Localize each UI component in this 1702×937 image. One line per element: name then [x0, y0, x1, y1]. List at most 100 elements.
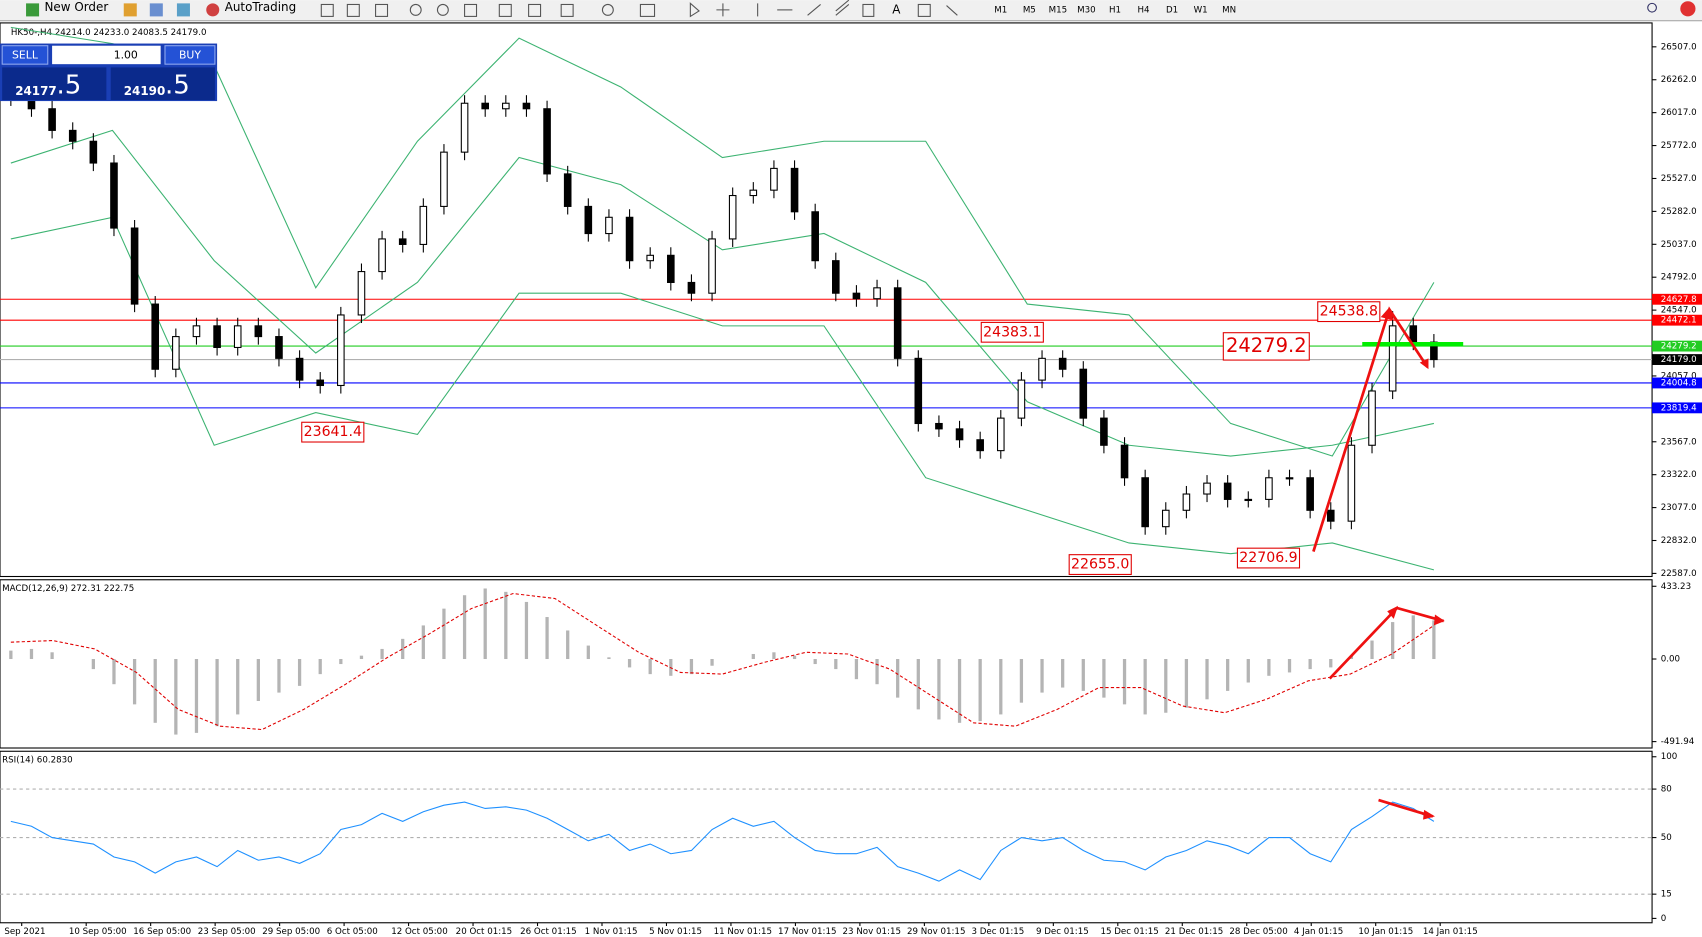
timeframe-button[interactable]: M5 — [1023, 5, 1036, 15]
tool-icon[interactable] — [560, 3, 574, 17]
toolbar-icon[interactable] — [149, 3, 163, 17]
candle-body — [749, 189, 758, 197]
ask-box[interactable] — [110, 67, 215, 100]
y-tick-label: 0 — [1661, 914, 1667, 924]
candle-body — [935, 422, 943, 430]
auto-trading-button[interactable]: AutoTrading — [206, 0, 296, 17]
x-tick-label: 11 Nov 01:15 — [714, 927, 772, 937]
candle-body — [522, 102, 531, 110]
y-tick-label: 26262.0 — [1661, 75, 1697, 85]
crosshair-icon[interactable] — [716, 3, 730, 17]
macd-bar — [462, 595, 467, 660]
y-tick-label: 100 — [1661, 752, 1678, 762]
macd-bar — [339, 659, 343, 665]
timeframe-button[interactable]: M30 — [1077, 5, 1096, 15]
channel-icon[interactable] — [835, 0, 850, 16]
one-click-trading-panel: SELL 1.00 BUY 24177 .5 24190 .5 — [0, 43, 218, 102]
macd-bar — [504, 591, 508, 660]
candle-body — [1244, 498, 1253, 502]
candle-body — [1203, 482, 1211, 495]
candle-body — [584, 205, 593, 235]
x-tick-label: Sep 2021 — [4, 927, 45, 937]
macd-bar — [256, 659, 260, 701]
tool-icon[interactable] — [639, 3, 656, 17]
macd-bar — [215, 659, 219, 727]
y-tick-label: 15 — [1661, 890, 1672, 900]
candle-body — [1368, 390, 1376, 446]
toolbar-icon[interactable] — [123, 3, 137, 17]
macd-bar — [566, 630, 570, 660]
tool-icon[interactable] — [346, 3, 360, 17]
zoom-out-icon[interactable] — [436, 3, 449, 16]
annotation-box — [1222, 332, 1310, 361]
tool-icon[interactable] — [320, 3, 334, 17]
macd-bar — [1226, 659, 1230, 691]
candle-body — [89, 140, 98, 164]
fibo-icon[interactable] — [862, 3, 875, 17]
y-tick-label: 24547.0 — [1661, 306, 1697, 316]
toolbar-icon[interactable] — [176, 3, 190, 17]
macd-bar — [689, 659, 694, 675]
macd-bar — [277, 659, 281, 693]
timeframe-button[interactable]: MN — [1222, 5, 1236, 15]
x-tick-label: 5 Nov 01:15 — [649, 927, 702, 937]
macd-bar — [401, 638, 405, 660]
tool-icon[interactable] — [375, 3, 389, 17]
candle-body — [295, 357, 304, 381]
macd-bar — [772, 652, 776, 660]
candle-body — [893, 287, 902, 359]
clock-icon[interactable] — [601, 3, 614, 16]
new-order-label: New Order — [45, 0, 109, 14]
notification-badge[interactable] — [1680, 1, 1696, 17]
macd-bar — [1143, 659, 1147, 715]
rsi-title: RSI(14) 60.2830 — [2, 755, 73, 765]
macd-bar — [1081, 659, 1085, 691]
buy-button[interactable] — [164, 45, 216, 65]
timeframe-button[interactable]: D1 — [1166, 5, 1178, 15]
zoom-in-icon[interactable] — [409, 3, 422, 16]
tool-icon[interactable] — [498, 3, 512, 17]
buy-label: BUY — [179, 48, 201, 61]
candle-body — [192, 325, 201, 338]
trendline-icon[interactable] — [807, 4, 821, 16]
search-icon[interactable] — [1647, 2, 1657, 13]
tool-icon[interactable] — [528, 3, 542, 17]
timeframe-button[interactable]: M1 — [994, 5, 1007, 15]
macd-bar — [50, 652, 54, 660]
macd-bar — [524, 601, 529, 660]
tool-icon[interactable] — [464, 3, 478, 17]
candle-body — [625, 216, 634, 262]
candle-body — [667, 254, 675, 283]
x-tick-label: 29 Sep 05:00 — [262, 927, 320, 937]
cursor-icon[interactable] — [689, 2, 700, 18]
new-order-button[interactable]: New Order — [26, 0, 109, 17]
macd-bar — [875, 659, 879, 685]
sell-button[interactable] — [1, 45, 49, 65]
x-tick-label: 23 Sep 05:00 — [198, 927, 256, 937]
text-tool[interactable]: A — [892, 2, 901, 16]
timeframe-button[interactable]: H1 — [1109, 5, 1121, 15]
text-label-icon[interactable] — [917, 3, 931, 17]
macd-bar — [896, 659, 900, 698]
candle-body — [605, 216, 613, 235]
bid-box[interactable] — [2, 67, 107, 100]
lot-value: 1.00 — [114, 48, 138, 61]
level-label: 24004.8 — [1661, 378, 1697, 388]
arrows-icon[interactable] — [946, 5, 958, 16]
timeframe-button[interactable]: H4 — [1138, 5, 1151, 15]
lot-input[interactable] — [52, 45, 161, 65]
macd-bar — [194, 659, 199, 733]
macd-bar — [380, 648, 384, 660]
macd-bar — [132, 659, 137, 705]
timeframe-button[interactable]: M15 — [1049, 5, 1068, 15]
y-tick-label: 24057.0 — [1661, 371, 1697, 381]
y-tick-label: 25037.0 — [1661, 240, 1697, 250]
auto-trading-icon — [206, 3, 220, 17]
macd-bar — [1184, 659, 1189, 708]
toolbar-tools[interactable] — [320, 0, 958, 18]
timeframe-button[interactable]: W1 — [1194, 5, 1208, 15]
macd-panel-frame — [0, 579, 1653, 749]
macd-bar — [421, 625, 425, 660]
macd-bar — [1267, 659, 1271, 676]
candle-body — [110, 162, 118, 229]
